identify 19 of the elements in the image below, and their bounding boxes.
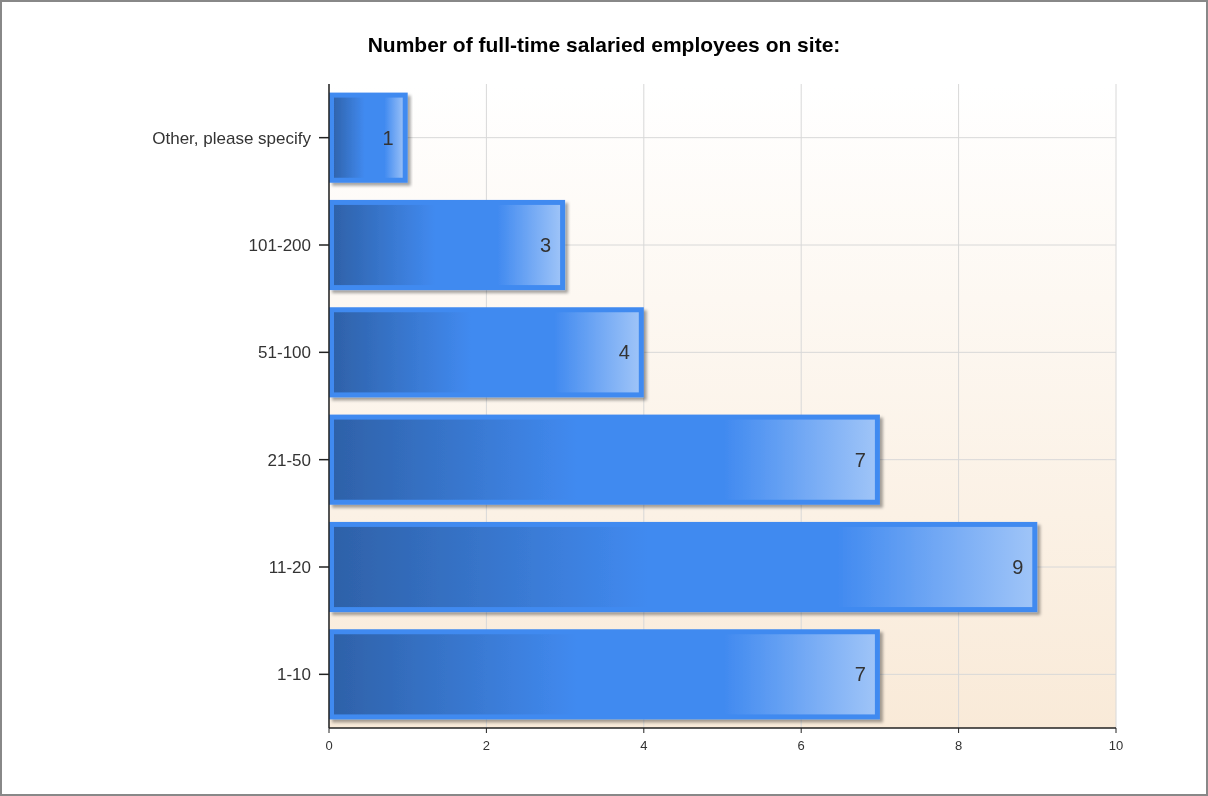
data-label: 7	[854, 663, 866, 686]
y-tick-label: 1-10	[276, 665, 311, 685]
x-tick-label: 10	[1108, 738, 1124, 753]
data-label: 1	[382, 126, 394, 149]
data-label: 3	[539, 234, 552, 256]
y-tick-label: 11-20	[268, 557, 311, 577]
chart-title: Number of full-time salaried employees on site:	[367, 33, 841, 56]
y-tick-label: 101-200	[248, 235, 311, 255]
x-tick-label: 0	[325, 738, 333, 753]
x-tick-label: 4	[640, 738, 648, 753]
x-tick-label: 8	[954, 738, 963, 753]
x-tick-label: 6	[797, 738, 805, 753]
data-label: 7	[854, 448, 866, 471]
y-tick-label: 51-100	[258, 343, 311, 363]
x-tick-label: 2	[482, 738, 491, 753]
y-tick-label: Other, please specify	[152, 128, 312, 148]
data-label: 9	[1012, 556, 1024, 578]
y-tick-label: 21-50	[267, 450, 311, 470]
data-label: 4	[618, 341, 630, 364]
